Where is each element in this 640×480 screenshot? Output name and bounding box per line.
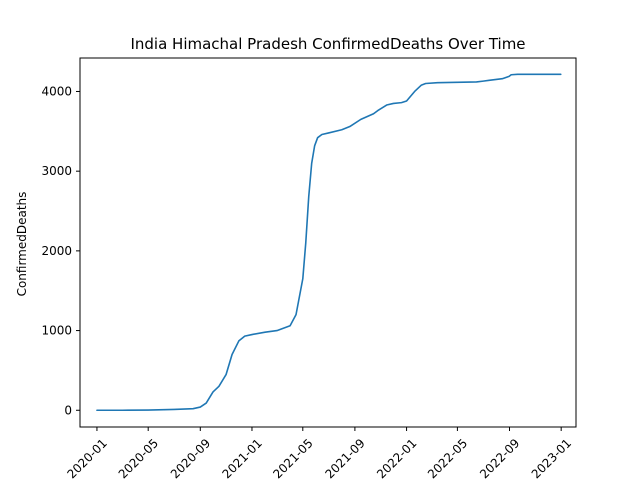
chart-title: India Himachal Pradesh ConfirmedDeaths O… <box>130 35 525 53</box>
y-tick-label: 0 <box>64 403 72 417</box>
x-tick-label: 2021-05 <box>270 436 315 480</box>
y-axis: 0 1000 2000 3000 4000 <box>41 84 80 417</box>
plot-area <box>79 57 577 428</box>
x-tick-label: 2022-05 <box>425 436 470 480</box>
x-axis: 2020-01 2020-05 2020-09 2021-01 2021-05 2021-… <box>64 427 574 480</box>
y-axis-label: ConfirmedDeaths <box>15 192 29 297</box>
x-tick-label: 2023-01 <box>529 436 574 480</box>
y-tick-label: 4000 <box>41 84 72 98</box>
x-tick-label: 2020-05 <box>116 436 161 480</box>
y-tick-label: 3000 <box>41 164 72 178</box>
y-tick-label: 2000 <box>41 244 72 258</box>
x-tick-label: 2022-01 <box>374 436 419 480</box>
x-tick-label: 2022-09 <box>477 436 522 480</box>
x-tick-label: 2021-09 <box>322 436 367 480</box>
series-line-confirmed-deaths <box>96 73 562 412</box>
x-tick-label: 2020-01 <box>64 436 109 480</box>
y-tick-label: 1000 <box>41 324 72 338</box>
x-tick-label: 2021-01 <box>220 436 265 480</box>
x-tick-label: 2020-09 <box>168 436 213 480</box>
